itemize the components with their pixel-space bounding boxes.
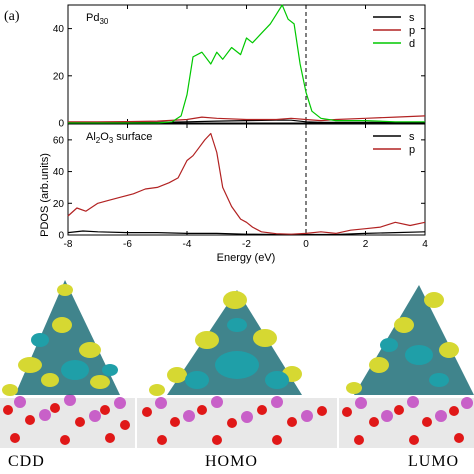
legend-label-p: p: [409, 144, 415, 156]
legend-label-d: d: [409, 38, 415, 50]
series-line-s: [67, 230, 426, 236]
x-axis-title: Energy (eV): [217, 252, 276, 264]
x-tick-label: -4: [183, 239, 192, 250]
x-tick-label: 4: [422, 239, 428, 250]
y-tick-label: 20: [53, 71, 65, 82]
panel-label-part: 2: [96, 136, 101, 145]
x-tick-label: 2: [363, 239, 369, 250]
y-tick-label: 0: [58, 231, 64, 242]
series-line-s: [68, 119, 425, 123]
y-tick-label: 20: [53, 199, 65, 210]
lumo-structure-render: [339, 270, 474, 448]
legend-label-p: p: [409, 25, 415, 37]
homo-structure-image: [137, 270, 337, 448]
series-line-d: [68, 4, 425, 124]
cdd-structure-image: [0, 270, 135, 448]
lumo-structure-image: [339, 270, 474, 448]
y-tick-label: 40: [53, 167, 65, 178]
x-tick-label: 0: [303, 239, 309, 250]
homo-structure-render: [137, 270, 337, 448]
y-tick-label: 40: [53, 24, 65, 35]
caption-lumo: LUMO: [408, 453, 460, 470]
caption-homo: HOMO: [205, 453, 258, 470]
y-axis-title: PDOS (arb.units): [39, 153, 51, 237]
panel-label-part: 3: [109, 136, 114, 145]
y-tick-label: 0: [58, 119, 64, 130]
legend-label-s: s: [409, 12, 415, 24]
panel-label: Pd30: [86, 12, 109, 26]
y-tick-label: 60: [53, 135, 65, 146]
caption-cdd: CDD: [8, 453, 45, 470]
pd30-pdos-panel: 0 20 40 spd Pd30: [53, 4, 426, 130]
panel-label-part: O: [100, 131, 109, 143]
x-tick-label: -6: [123, 239, 132, 250]
panel-label-part: surface: [113, 131, 152, 143]
figure-tag: (a): [4, 9, 20, 24]
series-line-p: [67, 132, 426, 235]
panel-label-part: Al: [86, 131, 96, 143]
panel-label: Al2O3 surface: [86, 131, 152, 145]
x-tick-label: -8: [64, 239, 73, 250]
legend-label-s: s: [409, 131, 415, 143]
panel-label-subscript: 30: [99, 17, 108, 26]
series-line-p: [68, 115, 426, 123]
cdd-structure-render: [0, 270, 135, 448]
x-tick-label: -2: [242, 239, 251, 250]
panel-label-main: Pd: [86, 12, 99, 24]
plot-frame: [67, 4, 426, 124]
